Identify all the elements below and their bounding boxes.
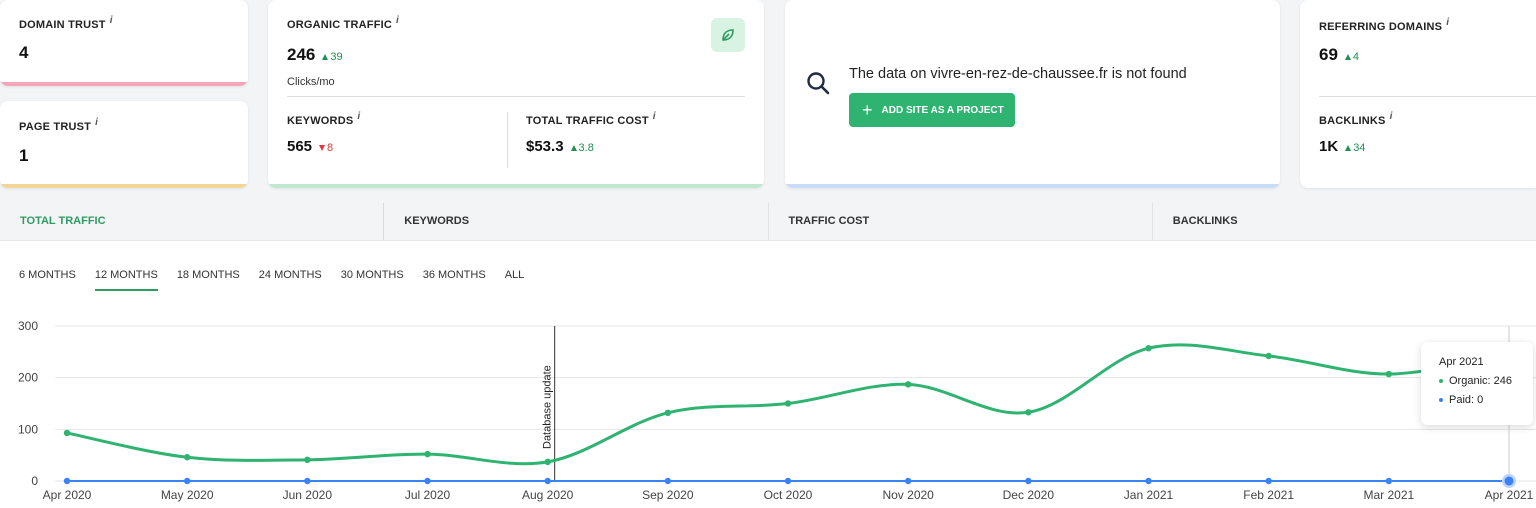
keywords-value: 565 — [287, 138, 313, 155]
organic-traffic-delta: 39 — [322, 51, 343, 63]
period-12-months[interactable]: 12 MONTHS — [94, 269, 158, 291]
info-icon[interactable]: i — [396, 15, 400, 26]
page-trust-label: PAGE TRUST i — [19, 117, 99, 133]
organic-traffic-unit: Clicks/mo — [287, 76, 335, 88]
arrow-up-icon — [1344, 54, 1351, 60]
tab-total-traffic[interactable]: TOTAL TRAFFIC — [0, 203, 385, 240]
info-icon[interactable]: i — [1446, 17, 1450, 28]
chart-tabs: TOTAL TRAFFIC KEYWORDS TRAFFIC COST BACK… — [0, 203, 1536, 241]
add-site-label: ADD SITE AS A PROJECT — [881, 104, 1004, 116]
referring-domains-delta: 4 — [1344, 51, 1359, 63]
referring-domains-label: REFERRING DOMAINS i — [1319, 17, 1450, 33]
organic-dot — [1439, 379, 1443, 383]
tooltip-paid-label: Paid: — [1449, 394, 1475, 406]
info-icon[interactable]: i — [95, 117, 99, 128]
plus-icon: + — [862, 100, 873, 120]
period-24-months[interactable]: 24 MONTHS — [258, 269, 322, 281]
chart-panel: 6 MONTHS 12 MONTHS 18 MONTHS 24 MONTHS 3… — [0, 241, 1536, 508]
total-traffic-cost-label: TOTAL TRAFFIC COST i — [526, 111, 656, 127]
period-30-months[interactable]: 30 MONTHS — [340, 269, 404, 281]
domain-trust-bar — [0, 82, 248, 86]
keywords-label: KEYWORDS i — [287, 111, 361, 127]
tooltip-organic-row: Organic: 246 — [1439, 375, 1533, 387]
period-selector: 6 MONTHS 12 MONTHS 18 MONTHS 24 MONTHS 3… — [19, 269, 524, 291]
chart-tooltip: Apr 2021 Organic: 246 Paid: 0 — [1421, 342, 1533, 425]
keywords-value-row: 565 8 — [287, 138, 333, 155]
add-site-as-project-button[interactable]: + ADD SITE AS A PROJECT — [849, 93, 1015, 127]
total-traffic-cost-value-row: $53.3 3.8 — [526, 138, 594, 155]
tab-backlinks[interactable]: BACKLINKS — [1172, 215, 1238, 227]
info-icon[interactable]: i — [109, 15, 113, 26]
organic-traffic-value-row: 246 39 — [287, 45, 343, 65]
tooltip-paid-value: 0 — [1477, 394, 1484, 406]
tooltip-organic-label: Organic: — [1449, 375, 1491, 387]
total-traffic-cost-value: $53.3 — [526, 138, 564, 155]
arrow-up-icon — [570, 145, 577, 151]
tab-keywords[interactable]: KEYWORDS — [384, 203, 769, 240]
organic-traffic-value: 246 — [287, 45, 316, 64]
tooltip-organic-value: 246 — [1493, 375, 1512, 387]
period-all[interactable]: ALL — [504, 269, 525, 281]
divider — [1319, 96, 1536, 97]
keywords-delta: 8 — [319, 142, 333, 154]
period-36-months[interactable]: 36 MONTHS — [422, 269, 486, 281]
backlinks-label: BACKLINKS i — [1319, 111, 1393, 127]
organic-traffic-bar — [268, 184, 764, 188]
arrow-down-icon — [319, 145, 326, 151]
vertical-divider — [507, 112, 508, 168]
total-traffic-cost-delta: 3.8 — [570, 142, 594, 154]
referring-domains-card: REFERRING DOMAINS i 69 4 BACKLINKS i 1K 34 — [1300, 0, 1536, 188]
backlinks-delta: 34 — [1345, 142, 1365, 154]
not-found-message: The data on vivre-en-rez-de-chaussee.fr … — [849, 66, 1187, 82]
divider — [287, 96, 745, 97]
tooltip-title: Apr 2021 — [1439, 356, 1484, 368]
search-icon — [807, 72, 830, 95]
page-trust-value: 1 — [19, 146, 29, 165]
period-18-months[interactable]: 18 MONTHS — [176, 269, 240, 281]
backlinks-value: 1K — [1319, 138, 1339, 155]
backlinks-value-row: 1K 34 — [1319, 138, 1365, 155]
organic-traffic-label: ORGANIC TRAFFIC i — [287, 15, 400, 31]
leaf-icon[interactable] — [711, 18, 745, 52]
referring-domains-value: 69 — [1319, 45, 1338, 64]
page-trust-bar — [0, 184, 248, 188]
domain-trust-label: DOMAIN TRUST i — [19, 15, 113, 31]
arrow-up-icon — [1345, 145, 1352, 151]
tooltip-paid-row: Paid: 0 — [1439, 394, 1533, 406]
info-icon[interactable]: i — [1389, 111, 1393, 122]
paid-dot — [1439, 398, 1443, 402]
arrow-up-icon — [322, 54, 329, 60]
domain-trust-value: 4 — [19, 43, 29, 62]
page-trust-card: PAGE TRUST i 1 — [0, 101, 248, 188]
organic-traffic-card: ORGANIC TRAFFIC i 246 39 Clicks/mo KEYWOR… — [268, 0, 764, 188]
info-icon[interactable]: i — [357, 111, 361, 122]
period-6-months[interactable]: 6 MONTHS — [19, 269, 76, 281]
info-icon[interactable]: i — [652, 111, 656, 122]
domain-trust-card: DOMAIN TRUST i 4 — [0, 0, 248, 86]
referring-domains-value-row: 69 4 — [1319, 45, 1359, 65]
tab-traffic-cost[interactable]: TRAFFIC COST — [769, 203, 1153, 240]
not-found-bar — [785, 184, 1280, 188]
